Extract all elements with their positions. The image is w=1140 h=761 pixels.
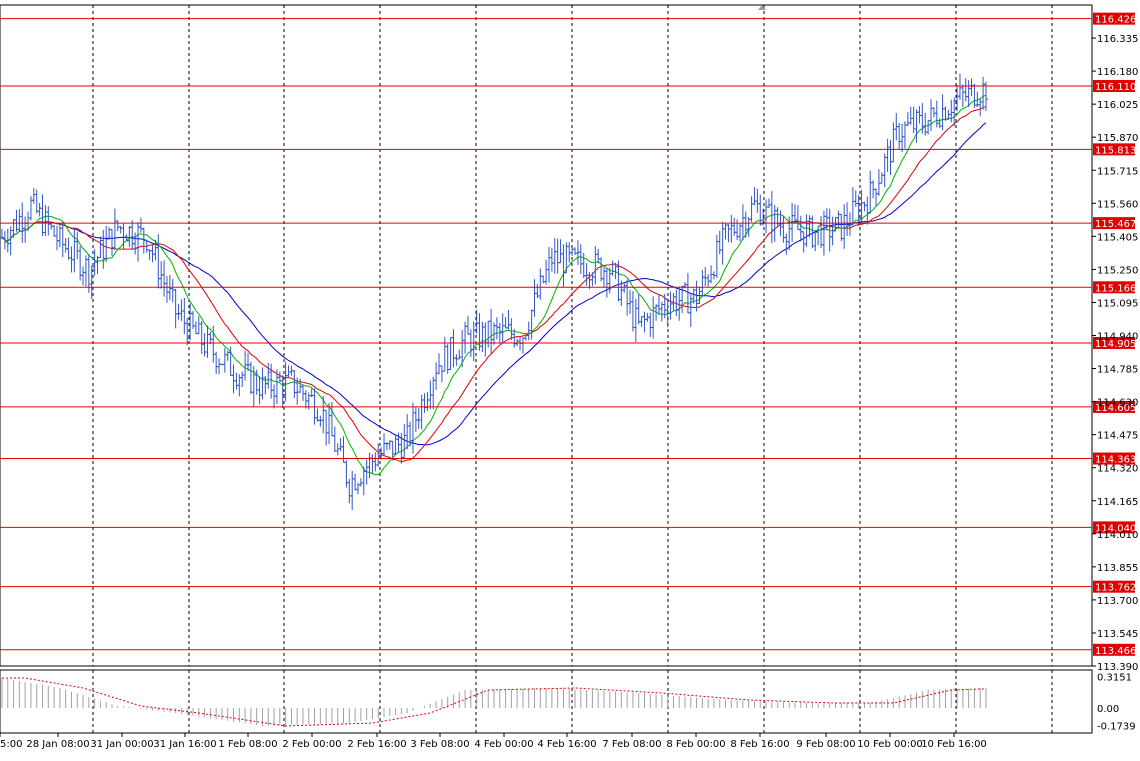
time-label: 8 Feb 16:00 bbox=[730, 739, 789, 750]
price-tick-label: 115.095 bbox=[1097, 298, 1138, 309]
level-label: 116.426 bbox=[1095, 15, 1136, 26]
level-label: 113.762 bbox=[1095, 583, 1136, 594]
level-label: 114.363 bbox=[1095, 455, 1136, 466]
price-tick-label: 114.475 bbox=[1097, 431, 1138, 442]
level-badge bbox=[1093, 521, 1135, 534]
oscillator-panel-frame bbox=[0, 669, 1093, 734]
level-label: 115.813 bbox=[1095, 145, 1136, 156]
ma-mid-line bbox=[1, 106, 987, 463]
price-tick-label: 115.405 bbox=[1097, 232, 1138, 243]
level-badge bbox=[1093, 217, 1135, 230]
time-label: 8 Feb 00:00 bbox=[666, 739, 725, 750]
ma-slow-line bbox=[1, 122, 987, 446]
price-tick-label: 114.320 bbox=[1097, 464, 1138, 475]
price-panel-frame bbox=[0, 4, 1093, 667]
oscillator-panel: 0.3151 0.00 -0.1739 bbox=[1, 672, 1136, 732]
price-tick-label: 115.250 bbox=[1097, 265, 1138, 276]
price-tick-label: 116.180 bbox=[1097, 67, 1138, 78]
time-label: 4 Feb 16:00 bbox=[537, 739, 596, 750]
support-resistance-levels: 116.426 116.110 115.813 115.467 115.166 114.9… bbox=[0, 12, 1136, 657]
price-tick-label: 113.545 bbox=[1097, 629, 1138, 640]
level-badge bbox=[1093, 452, 1135, 465]
level-badge bbox=[1093, 12, 1135, 25]
price-tick-label: 116.335 bbox=[1097, 34, 1138, 45]
time-label: 2 Feb 00:00 bbox=[282, 739, 341, 750]
ma-fast-line bbox=[1, 94, 987, 476]
moving-averages bbox=[1, 94, 987, 476]
price-tick-label: 114.165 bbox=[1097, 497, 1138, 508]
price-tick-label: 114.785 bbox=[1097, 365, 1138, 376]
level-label: 114.905 bbox=[1095, 339, 1136, 350]
time-label: 5:00 bbox=[0, 739, 22, 750]
level-badge bbox=[1093, 80, 1135, 93]
price-tick-label: 114.010 bbox=[1097, 530, 1138, 541]
time-label: 31 Jan 00:00 bbox=[90, 739, 153, 750]
osc-tick-label: 0.00 bbox=[1097, 704, 1119, 715]
price-tick-label: 113.700 bbox=[1097, 596, 1138, 607]
level-label: 115.467 bbox=[1095, 219, 1136, 230]
level-badge bbox=[1093, 281, 1135, 294]
grid bbox=[0, 4, 1093, 734]
osc-tick-label: -0.1739 bbox=[1097, 721, 1136, 732]
price-tick-label: 116.025 bbox=[1097, 100, 1138, 111]
time-label: 7 Feb 08:00 bbox=[602, 739, 661, 750]
price-tick-label: 113.855 bbox=[1097, 563, 1138, 574]
price-tick-label: 114.940 bbox=[1097, 332, 1138, 343]
level-badge bbox=[1093, 580, 1135, 593]
time-label: 3 Feb 08:00 bbox=[410, 739, 469, 750]
level-label: 114.040 bbox=[1095, 523, 1136, 534]
price-bars bbox=[0, 73, 988, 510]
level-label: 115.166 bbox=[1095, 283, 1136, 294]
time-label: 2 Feb 16:00 bbox=[347, 739, 406, 750]
price-axis: 116.335 116.180 116.025 115.870 115.715 115.5… bbox=[758, 5, 1138, 673]
time-label: 4 Feb 00:00 bbox=[474, 739, 533, 750]
time-axis: 5:00 28 Jan 08:00 31 Jan 00:00 31 Jan 16:00… bbox=[0, 733, 987, 750]
time-label: 1 Feb 08:00 bbox=[218, 739, 277, 750]
level-badge bbox=[1093, 143, 1135, 156]
price-tick-label: 115.560 bbox=[1097, 199, 1138, 210]
price-tick-label: 114.630 bbox=[1097, 398, 1138, 409]
level-label: 113.466 bbox=[1095, 646, 1136, 657]
time-label: 10 Feb 00:00 bbox=[857, 739, 923, 750]
level-badge bbox=[1093, 643, 1135, 656]
time-label: 9 Feb 08:00 bbox=[796, 739, 855, 750]
level-badge bbox=[1093, 336, 1135, 349]
level-badge bbox=[1093, 400, 1135, 413]
chart-shift-marker bbox=[758, 5, 766, 10]
price-tick-label: 115.715 bbox=[1097, 166, 1138, 177]
time-label: 10 Feb 16:00 bbox=[921, 739, 987, 750]
level-label: 114.605 bbox=[1095, 403, 1136, 414]
time-label: 31 Jan 16:00 bbox=[153, 739, 216, 750]
osc-tick-label: 0.3151 bbox=[1097, 672, 1132, 683]
time-label: 28 Jan 08:00 bbox=[26, 739, 89, 750]
price-tick-label: 115.870 bbox=[1097, 133, 1138, 144]
price-tick-label: 113.390 bbox=[1097, 662, 1138, 673]
level-label: 116.110 bbox=[1095, 82, 1136, 93]
